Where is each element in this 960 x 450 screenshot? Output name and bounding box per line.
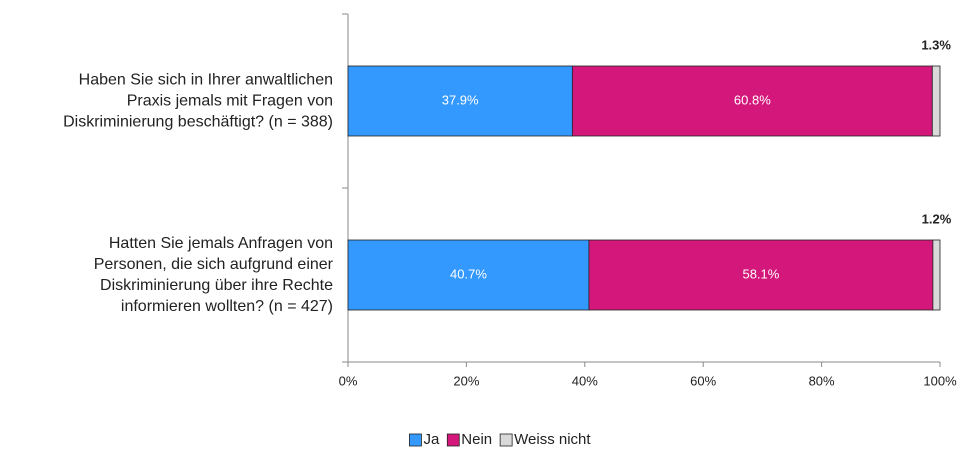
legend-label: Weiss nicht	[514, 431, 591, 448]
bar-segment	[932, 239, 941, 311]
bar-segment	[347, 239, 590, 311]
x-tick-label: 80%	[809, 373, 835, 388]
data-label: 1.3%	[921, 37, 951, 52]
legend-swatch	[446, 433, 460, 447]
x-tick-label: 40%	[572, 373, 598, 388]
x-tick-label: 100%	[923, 373, 957, 388]
legend-label: Ja	[423, 431, 440, 448]
bar-segment	[931, 65, 941, 137]
category-label: Haben Sie sich in Ihrer anwaltlichen Pra…	[63, 71, 333, 131]
x-tick-label: 0%	[339, 373, 358, 388]
legend-swatch	[409, 433, 422, 447]
data-label: 60.8%	[734, 92, 771, 107]
category-label: Hatten Sie jemals Anfragen von Personen,…	[93, 235, 333, 315]
bar-segment	[347, 65, 573, 137]
data-label: 37.9%	[442, 92, 479, 107]
legend-label: Nein	[461, 431, 492, 448]
data-label: 58.1%	[742, 266, 779, 281]
x-tick-label: 60%	[690, 373, 716, 388]
data-label: 1.2%	[922, 211, 952, 226]
bar-segment	[588, 239, 934, 311]
legend-swatch	[499, 433, 513, 447]
bar-segment	[571, 65, 933, 137]
data-label: 40.7%	[450, 266, 487, 281]
x-tick-label: 20%	[453, 373, 479, 388]
